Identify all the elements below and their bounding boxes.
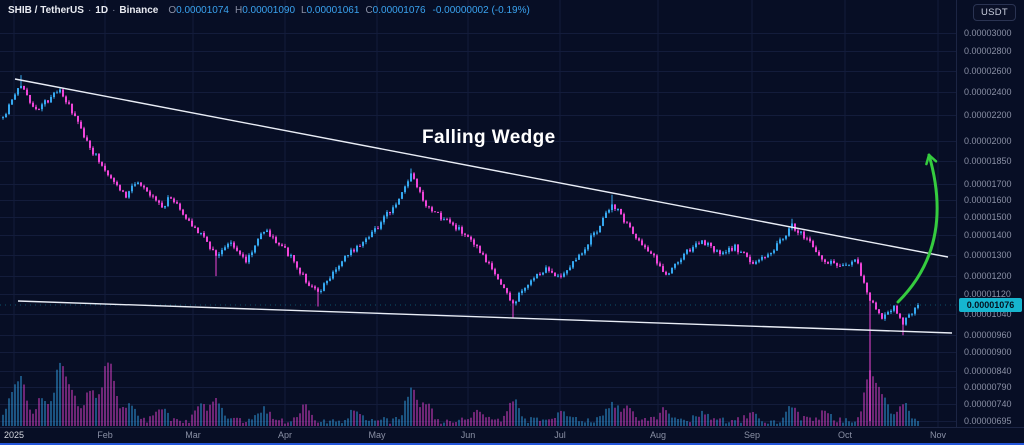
time-tick-label: 2025 <box>3 430 25 440</box>
price-tick-label: 0.00001700 <box>964 178 1012 189</box>
price-tick-label: 0.00000695 <box>964 416 1012 426</box>
time-tick-label: Jul <box>554 430 566 440</box>
open-value: 0.00001074 <box>176 5 229 16</box>
price-tick-label: 0.00002400 <box>964 87 1012 98</box>
symbol-name[interactable]: SHIB / TetherUS <box>8 5 84 16</box>
time-tick-label: Oct <box>837 430 853 440</box>
chart-area: SHIB / TetherUS · 1D · Binance O 0.000010… <box>0 0 956 427</box>
time-tick-label: May <box>368 430 386 440</box>
volume-bars <box>2 362 919 426</box>
falling-wedge-label[interactable]: Falling Wedge <box>422 127 556 148</box>
high-value: 0.00001090 <box>242 5 296 16</box>
grid <box>0 0 956 427</box>
price-tick-label: 0.00002200 <box>964 110 1012 121</box>
candlestick-chart[interactable] <box>0 0 956 427</box>
price-tick-label: 0.00001600 <box>964 194 1012 205</box>
current-price-badge: 0.00001076 <box>959 298 1022 313</box>
legend-separator: · <box>87 5 92 16</box>
candles <box>2 75 919 421</box>
close-value: 0.00001076 <box>372 5 426 16</box>
legend-separator: · <box>112 5 116 16</box>
time-tick-label: Nov <box>929 430 947 440</box>
price-tick-label: 0.00001120 <box>964 289 1011 300</box>
price-tick-label: 0.00003000 <box>964 28 1012 38</box>
price-tick-label: 0.00001850 <box>964 156 1012 167</box>
chart-legend: SHIB / TetherUS · 1D · Binance O 0.000010… <box>8 5 530 17</box>
price-tick-label: 0.00001200 <box>964 271 1012 282</box>
price-tick-label: 0.00000960 <box>964 330 1012 341</box>
price-tick-label: 0.00000900 <box>964 347 1012 358</box>
price-tick-label: 0.00002000 <box>964 135 1012 146</box>
exchange-label: Binance <box>119 5 159 16</box>
ohlc-group: O 0.00001074 H 0.00001090 L 0.00001061 C 0.0… <box>162 5 529 17</box>
price-tick-label: 0.00000840 <box>964 365 1012 376</box>
wedge-lower-trendline[interactable] <box>17 300 953 334</box>
bottom-accent-bar <box>0 443 1024 445</box>
time-tick-label: Sep <box>743 430 761 440</box>
currency-toggle-button[interactable]: USDT <box>972 4 1016 21</box>
low-value: 0.00001061 <box>306 5 360 16</box>
price-change: -0.00000002 (-0.19%) <box>432 5 530 16</box>
price-tick-label: 0.00002800 <box>964 46 1012 57</box>
time-tick-label: Feb <box>97 430 113 440</box>
breakout-arrow[interactable] <box>896 153 939 304</box>
high-label: H <box>234 5 243 16</box>
price-tick-label: 0.00000740 <box>964 399 1012 410</box>
time-tick-label: Mar <box>185 430 201 440</box>
price-tick-label: 0.00001040 <box>964 309 1012 320</box>
price-tick-label: 0.00001500 <box>964 211 1012 222</box>
time-tick-label: Jun <box>460 430 476 440</box>
price-axis[interactable]: 0.00001076 0.00003000 0.00002800 0.0000260… <box>956 0 1024 427</box>
interval-label[interactable]: 1D <box>95 5 109 16</box>
time-tick-label: Aug <box>649 430 667 440</box>
open-label: O <box>168 5 177 16</box>
close-label: C <box>365 5 373 16</box>
wedge-upper-trendline[interactable] <box>14 78 949 258</box>
price-tick-label: 0.00000790 <box>964 382 1012 392</box>
low-label: L <box>301 5 307 16</box>
price-tick-label: 0.00001300 <box>964 249 1012 260</box>
price-tick-label: 0.00001400 <box>964 230 1012 241</box>
time-axis[interactable]: 2025 Feb Mar Apr May Jun Jul Aug Sep Oct Nov <box>0 427 1024 443</box>
price-tick-label: 0.00002600 <box>964 65 1012 76</box>
time-tick-label: Apr <box>277 430 293 440</box>
